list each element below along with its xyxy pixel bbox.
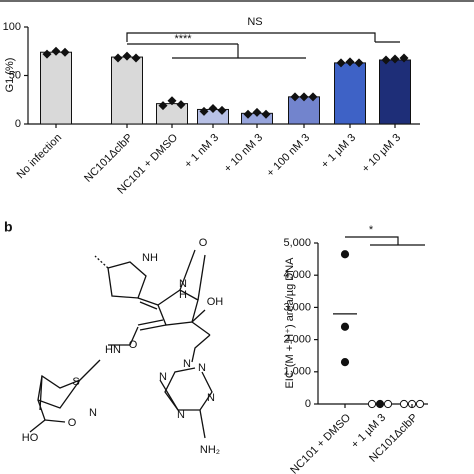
atom-label: O: [199, 237, 208, 249]
y-axis-label: G1 (%): [4, 58, 16, 93]
data-point: [122, 51, 132, 61]
bracket: [126, 32, 376, 42]
annotation: NS: [247, 16, 262, 28]
data-point: [261, 109, 271, 119]
x-tick-label: + 10 μM 3: [360, 132, 403, 175]
bar: [379, 59, 411, 125]
atom-label: N: [89, 407, 97, 419]
data-point: [167, 96, 177, 106]
data-point: [158, 101, 168, 111]
atom-label: HN: [105, 344, 121, 356]
data-point: [51, 46, 61, 56]
data-point: [217, 105, 227, 115]
data-point: [383, 399, 393, 409]
bracket: [345, 236, 399, 245]
bar: [40, 51, 72, 125]
data-point: [299, 92, 309, 102]
x-tick-label: No infection: [15, 132, 65, 182]
data-point: [340, 250, 350, 259]
y-tick-label: 0: [305, 398, 311, 410]
atom-label: NH₂: [200, 444, 220, 456]
x-tick-label: + 1 μM 3: [319, 132, 358, 171]
atom-label: S: [72, 376, 79, 388]
panel-label: b: [4, 219, 13, 235]
atom-label: N: [177, 409, 185, 421]
data-point: [176, 100, 186, 110]
y-tick-label: 2,000: [283, 334, 311, 346]
bar: [111, 56, 143, 125]
data-point: [367, 399, 377, 409]
data-point: [354, 58, 364, 68]
x-tick-label: NC101 + DMSO: [288, 411, 353, 474]
atom-label: N: [207, 392, 215, 404]
data-point: [199, 106, 209, 116]
bar: [334, 62, 366, 125]
data-point: [290, 92, 300, 102]
x-tick-label: + 100 nM 3: [265, 132, 313, 180]
data-point: [390, 54, 400, 64]
atom-label: O: [129, 339, 138, 351]
y-tick-label: 4,000: [283, 269, 311, 281]
y-tick-label: 100: [3, 21, 21, 33]
atom-label: N: [183, 358, 191, 370]
atom-label: HO: [22, 432, 39, 444]
data-point: [415, 399, 425, 409]
data-point: [42, 49, 52, 59]
atom-label: OH: [207, 296, 224, 308]
data-point: [131, 53, 141, 63]
data-point: [345, 57, 355, 67]
atom-label: N: [198, 362, 206, 374]
y-tick-label: 5,000: [283, 237, 311, 249]
data-point: [340, 358, 350, 367]
x-tick-label: + 10 nM 3: [222, 132, 265, 175]
data-point: [252, 107, 262, 117]
x-tick-label: + 1 nM 3: [182, 132, 221, 171]
data-point: [60, 47, 70, 57]
data-point: [308, 92, 318, 102]
atom-label: H: [179, 289, 187, 301]
data-point: [208, 103, 218, 113]
y-axis-label: EIC (M + H⁺) area/µg DNA: [284, 257, 296, 389]
atom-label: N: [179, 278, 187, 290]
data-point: [399, 53, 409, 63]
chemical-structure: [29, 249, 213, 439]
y-tick-label: 0: [15, 118, 21, 130]
data-point: [381, 55, 391, 65]
data-point: [243, 109, 253, 119]
data-point: [399, 399, 409, 409]
data-point: [336, 58, 346, 68]
atom-label: N: [159, 371, 167, 383]
annotation: *: [369, 224, 374, 236]
atom-label: NH: [142, 252, 158, 264]
annotation: ****: [174, 33, 192, 45]
y-tick-label: 50: [9, 69, 21, 81]
atom-label: O: [68, 417, 77, 429]
y-tick-label: 1,000: [283, 366, 311, 378]
data-point: [113, 53, 123, 63]
significance-brackets: [126, 32, 425, 246]
data-point: [340, 322, 350, 331]
y-tick-label: 3,000: [283, 301, 311, 313]
